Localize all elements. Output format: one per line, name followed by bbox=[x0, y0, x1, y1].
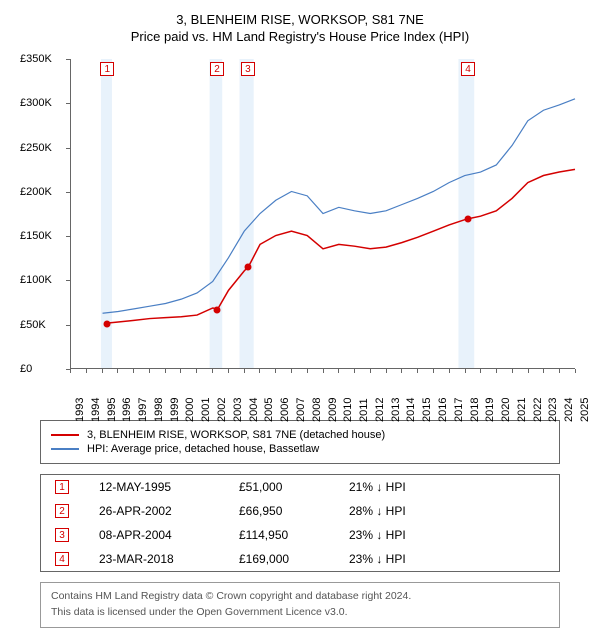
sale-diff: 28% ↓ HPI bbox=[349, 504, 545, 518]
footer-line-2: This data is licensed under the Open Gov… bbox=[51, 605, 549, 621]
chart-svg bbox=[71, 59, 575, 368]
sale-row-marker: 2 bbox=[55, 504, 69, 518]
x-tick-label: 2004 bbox=[248, 398, 260, 422]
x-tick-label: 2017 bbox=[453, 398, 465, 422]
sale-price: £66,950 bbox=[239, 504, 319, 518]
x-tick-label: 2012 bbox=[374, 398, 386, 422]
x-tick-label: 2009 bbox=[327, 398, 339, 422]
x-tick-label: 2005 bbox=[263, 398, 275, 422]
sales-row: 4 23-MAR-2018 £169,000 23% ↓ HPI bbox=[41, 547, 559, 571]
sale-diff: 23% ↓ HPI bbox=[349, 528, 545, 542]
sale-price: £169,000 bbox=[239, 552, 319, 566]
x-tick-label: 1997 bbox=[137, 398, 149, 422]
x-tick-label: 1999 bbox=[169, 398, 181, 422]
x-tick-label: 2000 bbox=[184, 398, 196, 422]
x-tick-label: 2021 bbox=[516, 398, 528, 422]
sale-marker-1: 1 bbox=[100, 62, 114, 76]
sale-date: 08-APR-2004 bbox=[99, 528, 209, 542]
x-tick-label: 1998 bbox=[153, 398, 165, 422]
title-line-1: 3, BLENHEIM RISE, WORKSOP, S81 7NE bbox=[10, 12, 590, 27]
y-tick-label: £300K bbox=[20, 97, 52, 109]
sale-price: £51,000 bbox=[239, 480, 319, 494]
legend-label: HPI: Average price, detached house, Bass… bbox=[87, 443, 319, 455]
title-line-2: Price paid vs. HM Land Registry's House … bbox=[10, 29, 590, 44]
sale-dot-4 bbox=[465, 216, 472, 223]
sales-row: 1 12-MAY-1995 £51,000 21% ↓ HPI bbox=[41, 475, 559, 499]
x-tick-label: 2015 bbox=[421, 398, 433, 422]
x-tick-label: 1996 bbox=[121, 398, 133, 422]
x-tick-label: 2007 bbox=[295, 398, 307, 422]
sale-diff: 21% ↓ HPI bbox=[349, 480, 545, 494]
sales-table: 1 12-MAY-1995 £51,000 21% ↓ HPI 2 26-APR-2002… bbox=[40, 474, 560, 572]
x-tick-label: 2008 bbox=[311, 398, 323, 422]
x-tick-label: 2019 bbox=[484, 398, 496, 422]
sale-date: 23-MAR-2018 bbox=[99, 552, 209, 566]
legend-item: 3, BLENHEIM RISE, WORKSOP, S81 7NE (deta… bbox=[51, 429, 549, 441]
x-tick-label: 2024 bbox=[563, 398, 575, 422]
plot-area bbox=[70, 59, 575, 369]
y-tick-label: £150K bbox=[20, 230, 52, 242]
sale-diff: 23% ↓ HPI bbox=[349, 552, 545, 566]
x-tick-label: 2006 bbox=[279, 398, 291, 422]
sale-row-marker: 1 bbox=[55, 480, 69, 494]
sale-dot-1 bbox=[104, 320, 111, 327]
x-tick-label: 1995 bbox=[106, 398, 118, 422]
y-tick-label: £100K bbox=[20, 274, 52, 286]
legend-label: 3, BLENHEIM RISE, WORKSOP, S81 7NE (deta… bbox=[87, 429, 385, 441]
x-tick-label: 2014 bbox=[405, 398, 417, 422]
sale-date: 26-APR-2002 bbox=[99, 504, 209, 518]
sales-row: 3 08-APR-2004 £114,950 23% ↓ HPI bbox=[41, 523, 559, 547]
x-tick-label: 2013 bbox=[390, 398, 402, 422]
sale-dot-3 bbox=[244, 264, 251, 271]
x-tick-label: 2018 bbox=[469, 398, 481, 422]
sale-marker-4: 4 bbox=[461, 62, 475, 76]
y-tick-label: £350K bbox=[20, 53, 52, 65]
y-tick-label: £200K bbox=[20, 186, 52, 198]
legend-swatch bbox=[51, 448, 79, 450]
y-tick-label: £0 bbox=[20, 363, 32, 375]
y-tick-label: £250K bbox=[20, 142, 52, 154]
footer-line-1: Contains HM Land Registry data © Crown c… bbox=[51, 589, 549, 605]
sale-row-marker: 4 bbox=[55, 552, 69, 566]
chart: £0£50K£100K£150K£200K£250K£300K£350K1993… bbox=[20, 54, 580, 414]
x-tick-label: 2016 bbox=[437, 398, 449, 422]
footer: Contains HM Land Registry data © Crown c… bbox=[40, 582, 560, 628]
x-tick-label: 2001 bbox=[200, 398, 212, 422]
x-tick-label: 1993 bbox=[74, 398, 86, 422]
x-tick-label: 2011 bbox=[358, 398, 370, 422]
sales-row: 2 26-APR-2002 £66,950 28% ↓ HPI bbox=[41, 499, 559, 523]
x-tick-label: 2022 bbox=[532, 398, 544, 422]
legend: 3, BLENHEIM RISE, WORKSOP, S81 7NE (deta… bbox=[40, 420, 560, 464]
x-tick-label: 2020 bbox=[500, 398, 512, 422]
x-tick-label: 2025 bbox=[579, 398, 591, 422]
legend-item: HPI: Average price, detached house, Bass… bbox=[51, 443, 549, 455]
sale-date: 12-MAY-1995 bbox=[99, 480, 209, 494]
x-tick-label: 2023 bbox=[547, 398, 559, 422]
x-tick-label: 2002 bbox=[216, 398, 228, 422]
sale-marker-3: 3 bbox=[241, 62, 255, 76]
sale-marker-2: 2 bbox=[210, 62, 224, 76]
sale-price: £114,950 bbox=[239, 528, 319, 542]
x-tick-label: 2003 bbox=[232, 398, 244, 422]
x-tick-label: 2010 bbox=[342, 398, 354, 422]
sale-row-marker: 3 bbox=[55, 528, 69, 542]
x-tick-label: 1994 bbox=[90, 398, 102, 422]
sale-dot-2 bbox=[214, 306, 221, 313]
legend-swatch bbox=[51, 434, 79, 436]
y-tick-label: £50K bbox=[20, 319, 46, 331]
